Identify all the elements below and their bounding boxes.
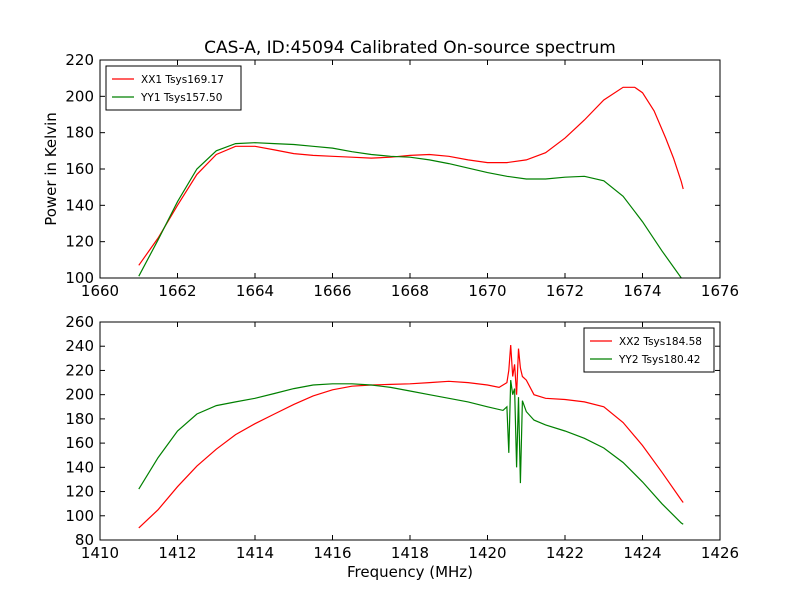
chart-title: CAS-A, ID:45094 Calibrated On-source spe… xyxy=(204,38,616,58)
x-tick-label: 1674 xyxy=(623,282,661,300)
y-tick-label: 260 xyxy=(65,313,94,331)
y-tick-label: 200 xyxy=(65,386,94,404)
y-tick-label: 220 xyxy=(65,361,94,379)
legend-label: XX2 Tsys184.58 xyxy=(619,336,702,348)
subplot-2: 1410 1412 1414 1416 1418 1420 1422 1424 1426 80 10… xyxy=(65,313,739,581)
x-tick-label: 1422 xyxy=(546,544,584,562)
series-line-2-1 xyxy=(138,344,684,529)
x-tick-label: 1668 xyxy=(391,282,429,300)
x-tick-label: 1412 xyxy=(158,544,196,562)
subplot-1: 1660 1662 1664 1666 1668 1670 1672 1674 1676 100 1… xyxy=(42,51,739,300)
y-tick-label: 100 xyxy=(65,269,94,287)
x-tick-label: 1660 xyxy=(81,282,119,300)
x-tick-label: 1672 xyxy=(546,282,584,300)
y-tick-label: 120 xyxy=(65,483,94,501)
legend-box xyxy=(583,327,715,373)
legend-label: YY2 Tsys180.42 xyxy=(618,354,700,366)
x-tick-label: 1676 xyxy=(701,282,739,300)
y-tick-label: 160 xyxy=(65,434,94,452)
y-tick-label: 180 xyxy=(65,410,94,428)
series-line-2-2 xyxy=(138,380,684,525)
x-tick-label: 1424 xyxy=(623,544,661,562)
legend: XX2 Tsys184.58 YY2 Tsys180.42 xyxy=(583,327,715,373)
series-line-1-2 xyxy=(138,142,682,278)
x-tick-label: 1670 xyxy=(468,282,506,300)
y-tick-label: 220 xyxy=(65,51,94,69)
legend-box xyxy=(105,65,242,111)
x-tick-label: 1418 xyxy=(391,544,429,562)
legend: XX1 Tsys169.17 YY1 Tsys157.50 xyxy=(105,65,242,111)
x-tick-label: 1420 xyxy=(468,544,506,562)
series-line-1-1 xyxy=(138,86,684,266)
y-axis-label: Power in Kelvin xyxy=(42,112,60,226)
x-axis-label: Frequency (MHz) xyxy=(347,563,473,581)
y-tick-label: 140 xyxy=(65,458,94,476)
x-tick-label: 1416 xyxy=(313,544,351,562)
y-tick-label: 240 xyxy=(65,337,94,355)
y-tick-label: 80 xyxy=(75,531,94,549)
x-tick-label: 1664 xyxy=(236,282,274,300)
y-tick-label: 140 xyxy=(65,196,94,214)
legend-label: XX1 Tsys169.17 xyxy=(141,74,224,86)
x-tick-label: 1414 xyxy=(236,544,274,562)
x-tick-label: 1662 xyxy=(158,282,196,300)
x-tick-label: 1410 xyxy=(81,544,119,562)
y-tick-label: 200 xyxy=(65,87,94,105)
x-tick-label: 1666 xyxy=(313,282,351,300)
y-tick-label: 180 xyxy=(65,124,94,142)
y-tick-label: 120 xyxy=(65,233,94,251)
y-tick-label: 100 xyxy=(65,507,94,525)
x-tick-label: 1426 xyxy=(701,544,739,562)
legend-label: YY1 Tsys157.50 xyxy=(140,92,222,104)
y-tick-label: 160 xyxy=(65,160,94,178)
